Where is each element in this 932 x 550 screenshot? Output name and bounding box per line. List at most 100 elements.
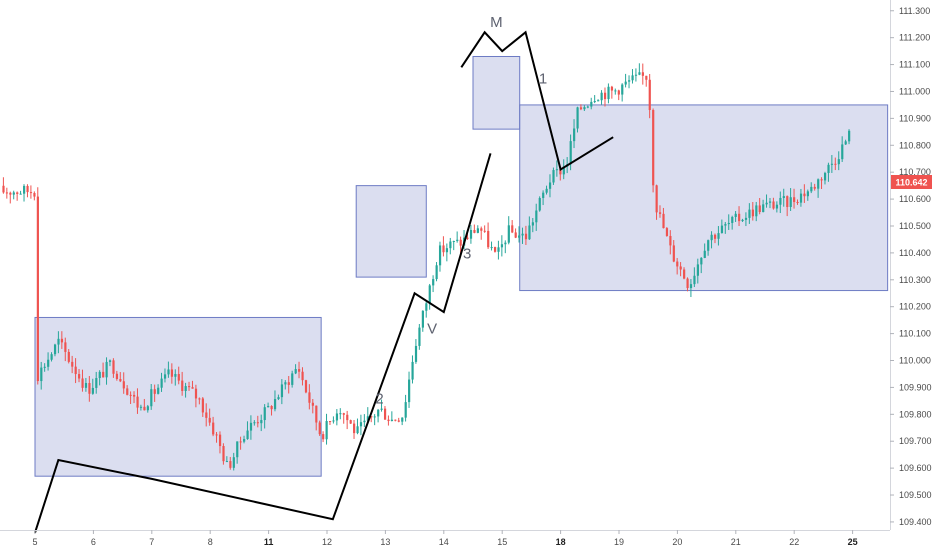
candle-body [418,327,421,346]
candle [377,408,380,423]
candle [26,184,29,198]
candle [493,246,497,253]
candles [2,63,851,471]
candle-body [830,163,834,165]
candle [820,177,823,189]
candle-body [74,366,77,375]
candle-body [693,275,696,285]
candle-body [84,383,88,388]
candle-body [215,434,218,436]
candle-body [60,338,64,343]
candle [43,363,46,372]
candle-body [772,201,775,209]
candle [459,236,462,254]
candle-body [638,72,641,75]
candle [514,228,517,239]
candle [810,182,813,194]
candle-body [841,144,844,160]
time-tick-label: 11 [264,537,274,547]
candle [84,377,88,392]
trend-line [34,153,492,533]
candle [53,343,57,357]
candle-body [40,367,43,382]
candle [112,358,115,378]
candle [689,279,693,298]
candle [806,189,809,201]
candle [665,227,669,237]
candle [36,187,39,385]
candle [813,183,816,191]
candle-body [105,361,108,378]
candle [291,370,294,388]
candle [442,236,445,257]
candle [218,431,222,454]
candle-body [16,192,19,194]
candle-body [239,441,242,443]
candle [408,371,411,408]
candle-body [170,369,174,377]
candle-body [167,369,170,375]
candle-body [844,141,847,145]
time-tick-label: 7 [149,537,154,547]
candle-body [734,213,737,217]
time-tick-label: 5 [32,537,37,547]
candle-body [408,379,411,403]
candle [373,414,376,426]
candle-body [552,170,555,183]
candle-body [291,373,294,385]
candle-body [81,378,84,388]
range-box [355,185,427,278]
candle [188,381,191,391]
candle-body [218,434,222,447]
candle [284,380,287,390]
candle [483,225,486,233]
candle-body [583,107,586,110]
candle-body [373,416,376,418]
candle-body [88,383,91,394]
candle [222,443,225,465]
candle-body [308,392,311,403]
candle [201,397,204,417]
candle [229,456,232,470]
price-tick-label: 111.100 [899,60,930,70]
candle [60,331,64,349]
candle-body [727,222,730,225]
candle [638,63,641,76]
candle-body [823,172,827,181]
candle-body [432,279,435,286]
candle [342,412,345,424]
price-tick-label: 110.100 [899,329,931,339]
candle [29,185,33,199]
time-axis[interactable]: 5 6 7 8 11 12 13 14 15 18 19 20 21 22 25 [0,530,890,547]
candle-body [641,72,644,76]
candle-body [47,359,50,367]
candle [370,416,373,423]
candle-body [425,303,428,311]
candle [837,151,840,171]
price-tick-label: 110.400 [899,248,931,258]
candle [421,310,424,332]
price-axis[interactable]: 111.300 111.200 111.100 111.000 110.900 110.8… [890,0,932,530]
candle [418,324,421,350]
candle [401,417,404,426]
candle [435,262,438,282]
trend-line [460,30,614,172]
candle [105,357,108,385]
candle [738,206,741,226]
candle-body [294,369,297,374]
last-price-label: 110.642 [895,177,927,187]
candle-body [796,201,799,203]
candle [641,63,644,85]
candle-body [174,373,177,377]
candle [469,225,473,244]
candle [538,196,541,212]
candle [672,240,675,263]
candle [796,199,799,205]
candle-body [573,128,576,142]
candle-body [12,192,15,195]
candle-body [304,380,308,393]
candle-body [720,225,724,234]
range-box [472,55,521,130]
candle [603,87,607,107]
